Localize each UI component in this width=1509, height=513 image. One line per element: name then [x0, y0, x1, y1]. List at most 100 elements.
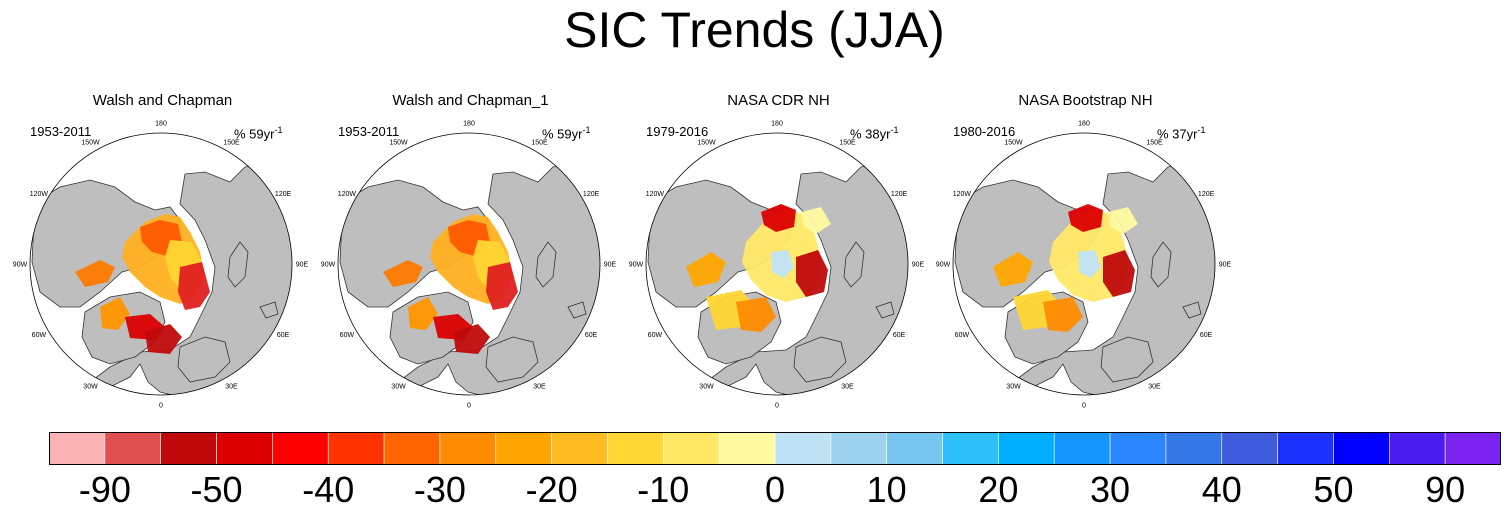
polar-map: 180 150E 120E 90E 60E 30E 0 30W 60W 90W 120W 150W — [629, 121, 925, 410]
longitude-label: 150E — [1146, 139, 1163, 146]
colorbar-tick-label: 30 — [1090, 469, 1131, 510]
landmass-islet — [567, 301, 587, 319]
colorbar — [49, 432, 1501, 465]
longitude-label: 120W — [338, 191, 357, 198]
longitude-label: 60W — [32, 332, 47, 339]
colorbar-segment — [1389, 432, 1446, 465]
sic-trend-region — [1103, 250, 1135, 297]
longitude-label: 150W — [81, 139, 100, 146]
landmass-scandinavia — [793, 336, 847, 383]
sic-trend-region — [771, 250, 794, 278]
landmass-islands — [227, 241, 249, 288]
longitude-label: 60E — [893, 332, 906, 339]
colorbar-segment — [1053, 432, 1111, 465]
panel-rate: % 59yr-1 — [542, 125, 591, 142]
longitude-label: 30W — [1006, 384, 1021, 391]
panel-title: NASA Bootstrap NH — [1018, 92, 1153, 109]
sic-trend-region — [383, 260, 423, 287]
colorbar-segment — [272, 432, 329, 465]
longitude-label: 120W — [953, 191, 972, 198]
colorbar-tick-label: -40 — [302, 469, 355, 510]
map-panel: Walsh and Chapman 1953-2011 % 59yr-1 180 150… — [13, 92, 330, 412]
colorbar-tick-label: 90 — [1425, 469, 1466, 510]
colorbar-segment — [160, 432, 217, 465]
longitude-label: 150W — [389, 139, 408, 146]
map-panel: Walsh and Chapman_1 1953-2011% 59yr-1 180 1… — [321, 92, 638, 412]
panel-title: NASA CDR NH — [727, 92, 830, 109]
colorbar-segment — [607, 432, 664, 465]
colorbar-outline — [49, 432, 1501, 465]
longitude-label: 180 — [463, 121, 475, 128]
colorbar-segment — [718, 432, 776, 465]
longitude-label: 0 — [159, 403, 163, 410]
longitude-label: 150W — [1004, 139, 1023, 146]
panel-period: 1980-2016 — [953, 124, 1016, 139]
panel-period: 1953-2011 — [30, 124, 92, 139]
longitude-label: 30E — [533, 384, 546, 391]
landmass-islands — [535, 241, 557, 288]
colorbar-segment — [551, 432, 608, 465]
longitude-label: 120E — [583, 191, 600, 198]
longitude-label: 90W — [629, 262, 644, 269]
sic-trend-region — [75, 260, 115, 287]
sic-trend-region — [1078, 250, 1101, 278]
longitude-label: 30W — [699, 384, 714, 391]
colorbar-segment — [1221, 432, 1278, 465]
longitude-label: 90E — [296, 262, 309, 269]
longitude-label: 150W — [697, 139, 716, 146]
polar-map: 180 150E 120E 90E 60E 30E 0 30W 60W 90W 120W 150W — [936, 121, 1232, 410]
colorbar-segment — [1165, 432, 1223, 465]
sic-trend-region — [686, 252, 726, 287]
panel-rate: % 37yr-1 — [1157, 125, 1206, 142]
longitude-label: 30E — [1148, 384, 1161, 391]
landmass-islands — [1150, 241, 1172, 288]
longitude-label: 180 — [771, 121, 783, 128]
sic-trend-region — [100, 297, 130, 330]
colorbar-segment — [998, 432, 1055, 465]
longitude-label: 90W — [936, 262, 951, 269]
sic-trend-region — [801, 207, 831, 234]
colorbar-segment — [49, 432, 106, 465]
longitude-label: 150E — [839, 139, 856, 146]
longitude-label: 30E — [841, 384, 854, 391]
colorbar-segment — [327, 432, 385, 465]
colorbar-segment — [886, 432, 943, 465]
colorbar-segment — [216, 432, 273, 465]
colorbar-tick-label: -30 — [413, 469, 466, 510]
sic-trend-region — [736, 297, 776, 332]
landmass-islands — [843, 241, 865, 288]
colorbar-tick-label: -20 — [525, 469, 578, 510]
colorbar-segment — [383, 432, 441, 465]
longitude-label: 0 — [775, 403, 779, 410]
colorbar-tick-label: -10 — [637, 469, 690, 510]
longitude-label: 90W — [321, 262, 336, 269]
longitude-label: 0 — [467, 403, 471, 410]
landmass-islet — [875, 301, 895, 319]
polar-map: 180 150E 120E 90E 60E 30E 0 30W 60W 90W 120W 150W — [321, 121, 617, 410]
landmass-scandinavia — [485, 336, 539, 383]
longitude-label: 30W — [83, 384, 98, 391]
map-border — [952, 132, 1216, 396]
colorbar-segment — [830, 432, 887, 465]
longitude-label: 90W — [13, 262, 28, 269]
longitude-label: 90E — [912, 262, 925, 269]
polar-map: 180 150E 120E 90E 60E 30E 0 30W 60W 90W 120W 150W — [13, 121, 309, 410]
map-border — [337, 132, 601, 396]
figure-title: SIC Trends (JJA) — [564, 2, 945, 58]
longitude-label: 90E — [604, 262, 617, 269]
colorbar-segment — [663, 432, 720, 465]
colorbar-segment — [1277, 432, 1334, 465]
colorbar-segment — [104, 432, 161, 465]
longitude-label: 180 — [1078, 121, 1090, 128]
colorbar-segment — [1333, 432, 1390, 465]
landmass-scandinavia — [177, 336, 231, 383]
colorbar-segment — [495, 432, 552, 465]
longitude-label: 60W — [955, 332, 970, 339]
sic-trend-region — [993, 252, 1033, 287]
longitude-label: 60E — [277, 332, 290, 339]
colorbar-segment — [1109, 432, 1167, 465]
longitude-label: 60W — [648, 332, 663, 339]
colorbar-tick-label: 50 — [1313, 469, 1354, 510]
longitude-label: 30W — [391, 384, 406, 391]
panel-rate: % 38yr-1 — [850, 125, 899, 142]
